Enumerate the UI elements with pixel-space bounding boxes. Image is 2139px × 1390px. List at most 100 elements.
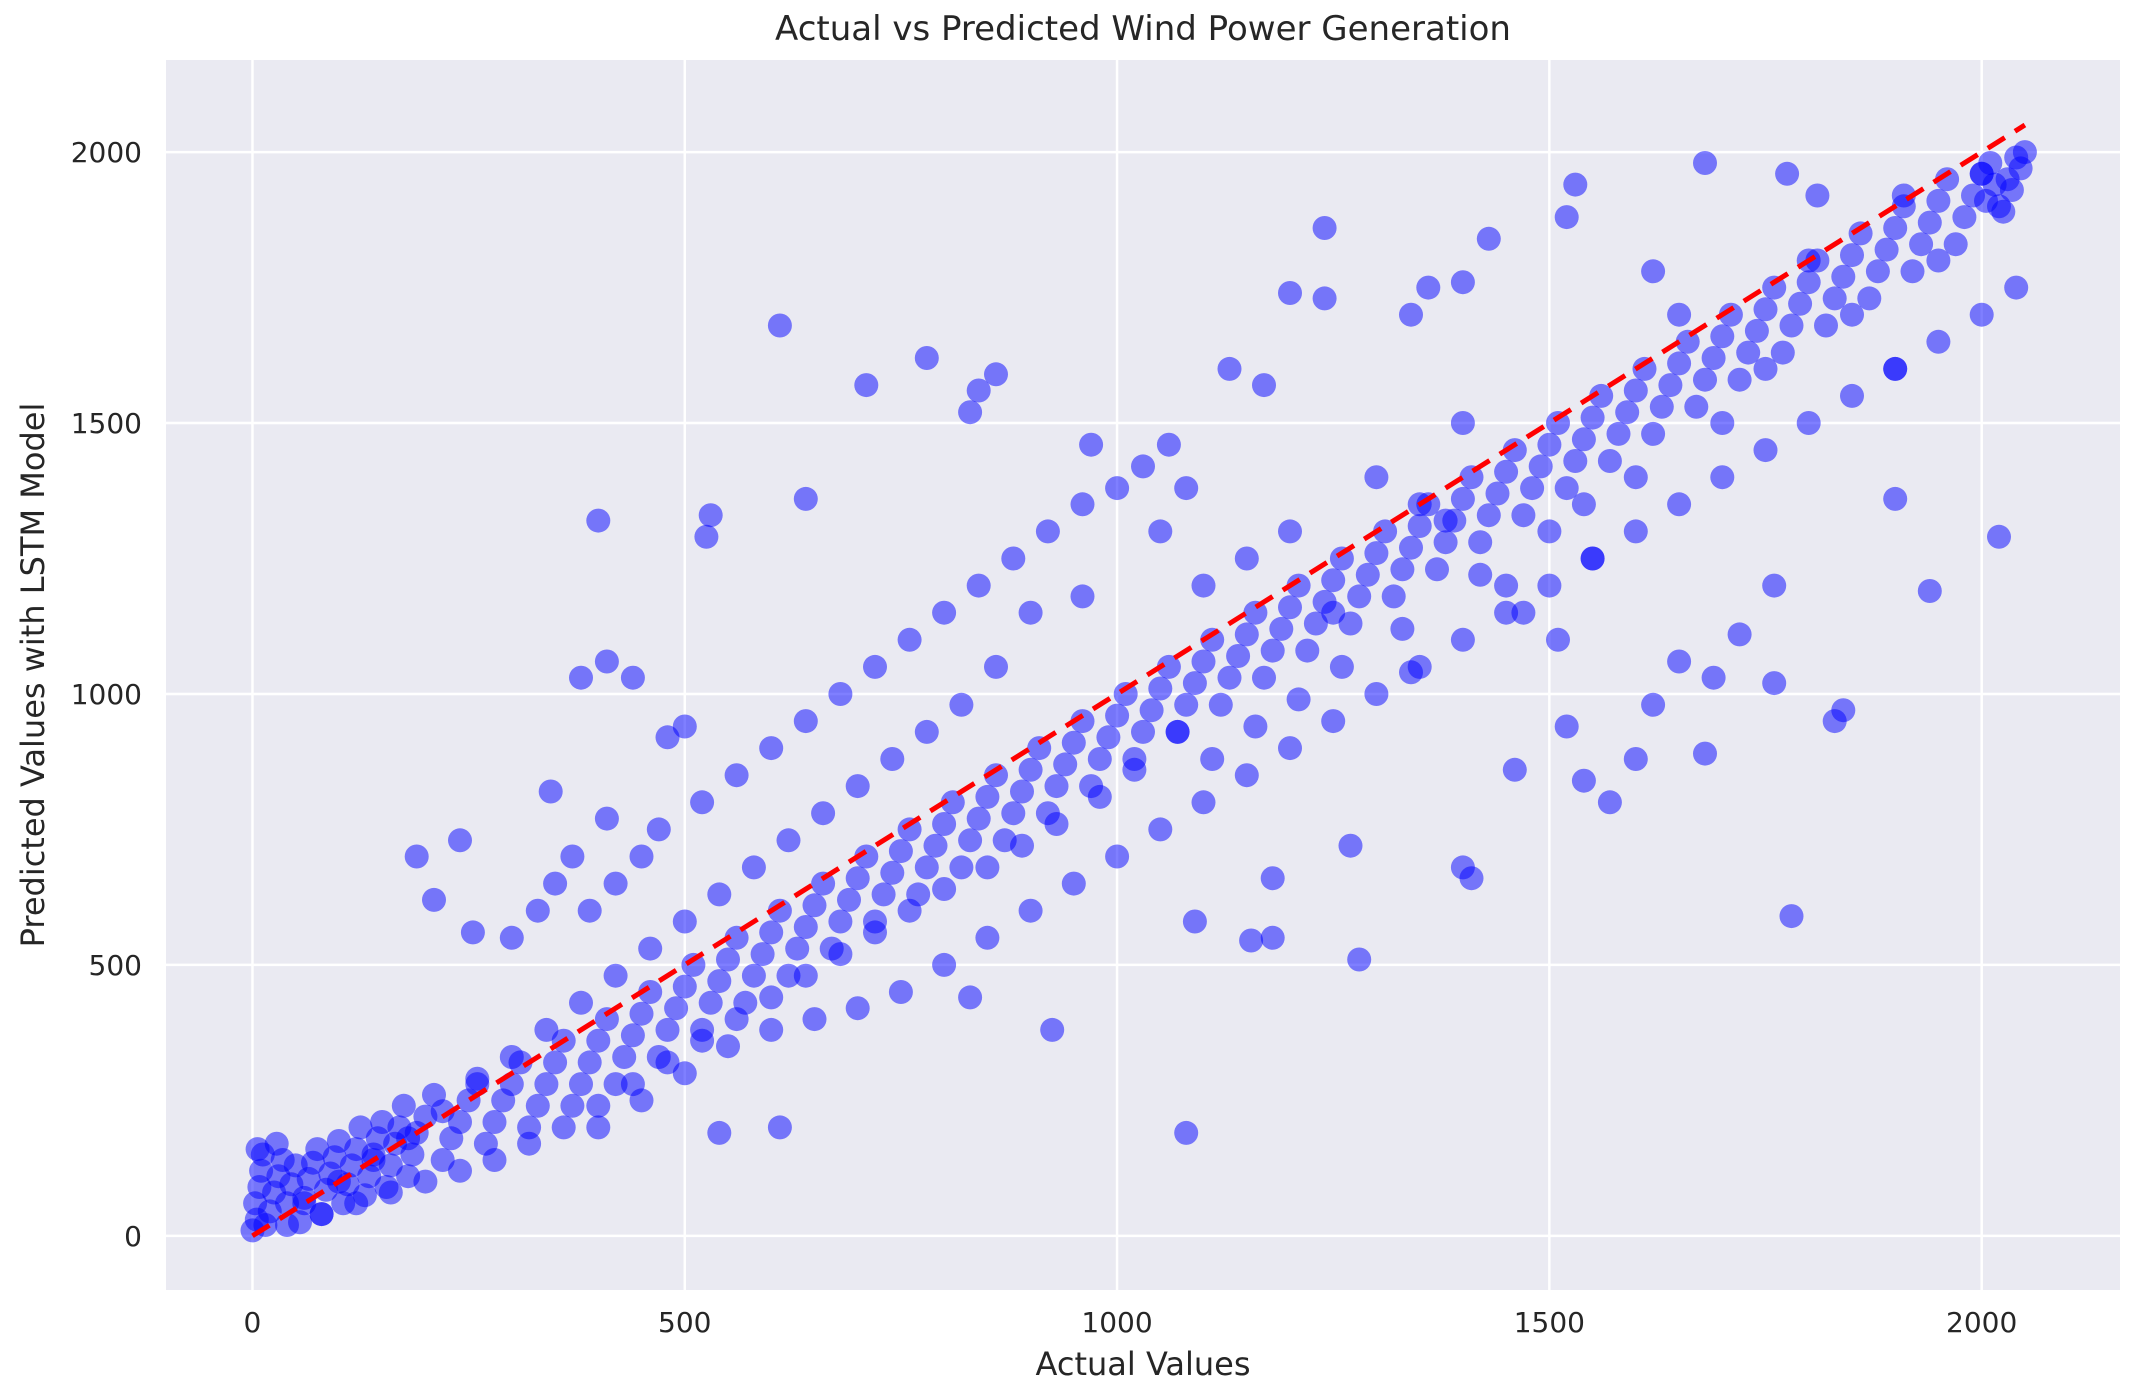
y-tick-label: 0 [124, 1220, 142, 1253]
data-point [767, 313, 792, 338]
data-point [1165, 719, 1190, 744]
data-point [1070, 584, 1095, 609]
data-point [2008, 156, 2033, 181]
x-axis-label: Actual Values [1036, 1345, 1251, 1383]
data-point [1805, 183, 1830, 208]
data-point [620, 1023, 645, 1048]
reference-line [251, 122, 2027, 1238]
data-point [966, 378, 991, 403]
data-point [1399, 535, 1423, 560]
data-point [1407, 514, 1432, 538]
data-point [1969, 161, 1994, 186]
data-point [828, 942, 853, 967]
data-point [1373, 519, 1398, 544]
x-tick-label: 0 [244, 1306, 262, 1339]
y-axis-label: Predicted Values with LSTM Model [14, 403, 52, 948]
data-point [1260, 925, 1285, 950]
data-point [1537, 519, 1562, 544]
data-point [975, 784, 1000, 809]
data-point [880, 860, 905, 885]
data-point [1364, 465, 1389, 490]
data-point [759, 985, 784, 1010]
data-point [612, 1045, 637, 1069]
data-point [1788, 291, 1813, 316]
data-point [1027, 736, 1052, 761]
data-point [1079, 432, 1104, 457]
data-point [1450, 411, 1475, 435]
data-point [776, 963, 801, 988]
data-point [681, 952, 706, 977]
data-point [1563, 172, 1588, 197]
data-point [1390, 557, 1415, 582]
data-point [1675, 329, 1700, 354]
data-point [1865, 259, 1890, 284]
data-point [594, 806, 619, 831]
data-point [854, 844, 879, 869]
data-point [1848, 221, 1873, 246]
data-point [1113, 682, 1138, 706]
x-tick-label: 1000 [1081, 1306, 1152, 1339]
data-point [620, 665, 645, 690]
data-point [1243, 600, 1268, 625]
data-point [603, 963, 628, 988]
data-point [1589, 383, 1614, 408]
data-point [638, 936, 663, 961]
data-point [1061, 730, 1086, 755]
data-point [1926, 248, 1951, 273]
data-point [845, 996, 870, 1021]
data-point [551, 1115, 576, 1140]
data-point [655, 1017, 680, 1042]
data-point [958, 400, 983, 425]
data-point [1727, 367, 1752, 392]
data-point [413, 1169, 438, 1194]
data-point [1537, 432, 1562, 457]
data-point [1883, 356, 1908, 381]
x-tick-labels: 0 500 1000 1500 2000 [244, 1306, 2018, 1339]
data-point [629, 844, 654, 869]
data-point [1909, 232, 1934, 257]
data-point [1338, 611, 1363, 636]
data-point [1926, 329, 1951, 354]
data-point [538, 779, 563, 804]
data-point [448, 1158, 472, 1183]
data-point [1208, 692, 1233, 717]
data-point [1252, 373, 1276, 398]
data-point [404, 844, 429, 869]
data-point [854, 373, 879, 398]
data-point [1174, 476, 1199, 501]
data-point [569, 1072, 593, 1097]
data-point [1174, 1120, 1199, 1145]
data-point [577, 1050, 602, 1075]
data-point [1035, 519, 1060, 544]
data-point [1364, 541, 1389, 566]
data-point [724, 763, 749, 788]
data-point [1667, 351, 1692, 376]
data-point [1520, 476, 1545, 501]
y-tick-labels: 0 500 1000 1500 2000 [71, 136, 142, 1253]
data-point [534, 1017, 559, 1042]
data-point [932, 877, 957, 901]
data-point [560, 1093, 585, 1118]
data-point [1831, 698, 1856, 723]
data-point [932, 952, 957, 977]
data-point [1987, 524, 2011, 549]
data-point [1814, 313, 1838, 338]
data-point [1105, 844, 1130, 869]
data-point [1883, 216, 1908, 240]
data-point [1096, 725, 1121, 750]
data-point [707, 969, 732, 994]
grid [166, 60, 2120, 1290]
data-point [1580, 405, 1605, 430]
data-point [716, 947, 740, 972]
data-point [1278, 736, 1302, 761]
data-point [1641, 259, 1666, 284]
data-point [793, 486, 818, 511]
data-point [1883, 486, 1908, 511]
data-point [245, 1137, 270, 1162]
data-point [1433, 530, 1458, 555]
data-point [1252, 665, 1276, 690]
data-point [1433, 508, 1458, 533]
data-point [759, 1017, 784, 1042]
data-points [240, 140, 2037, 1243]
data-point [1744, 318, 1769, 343]
